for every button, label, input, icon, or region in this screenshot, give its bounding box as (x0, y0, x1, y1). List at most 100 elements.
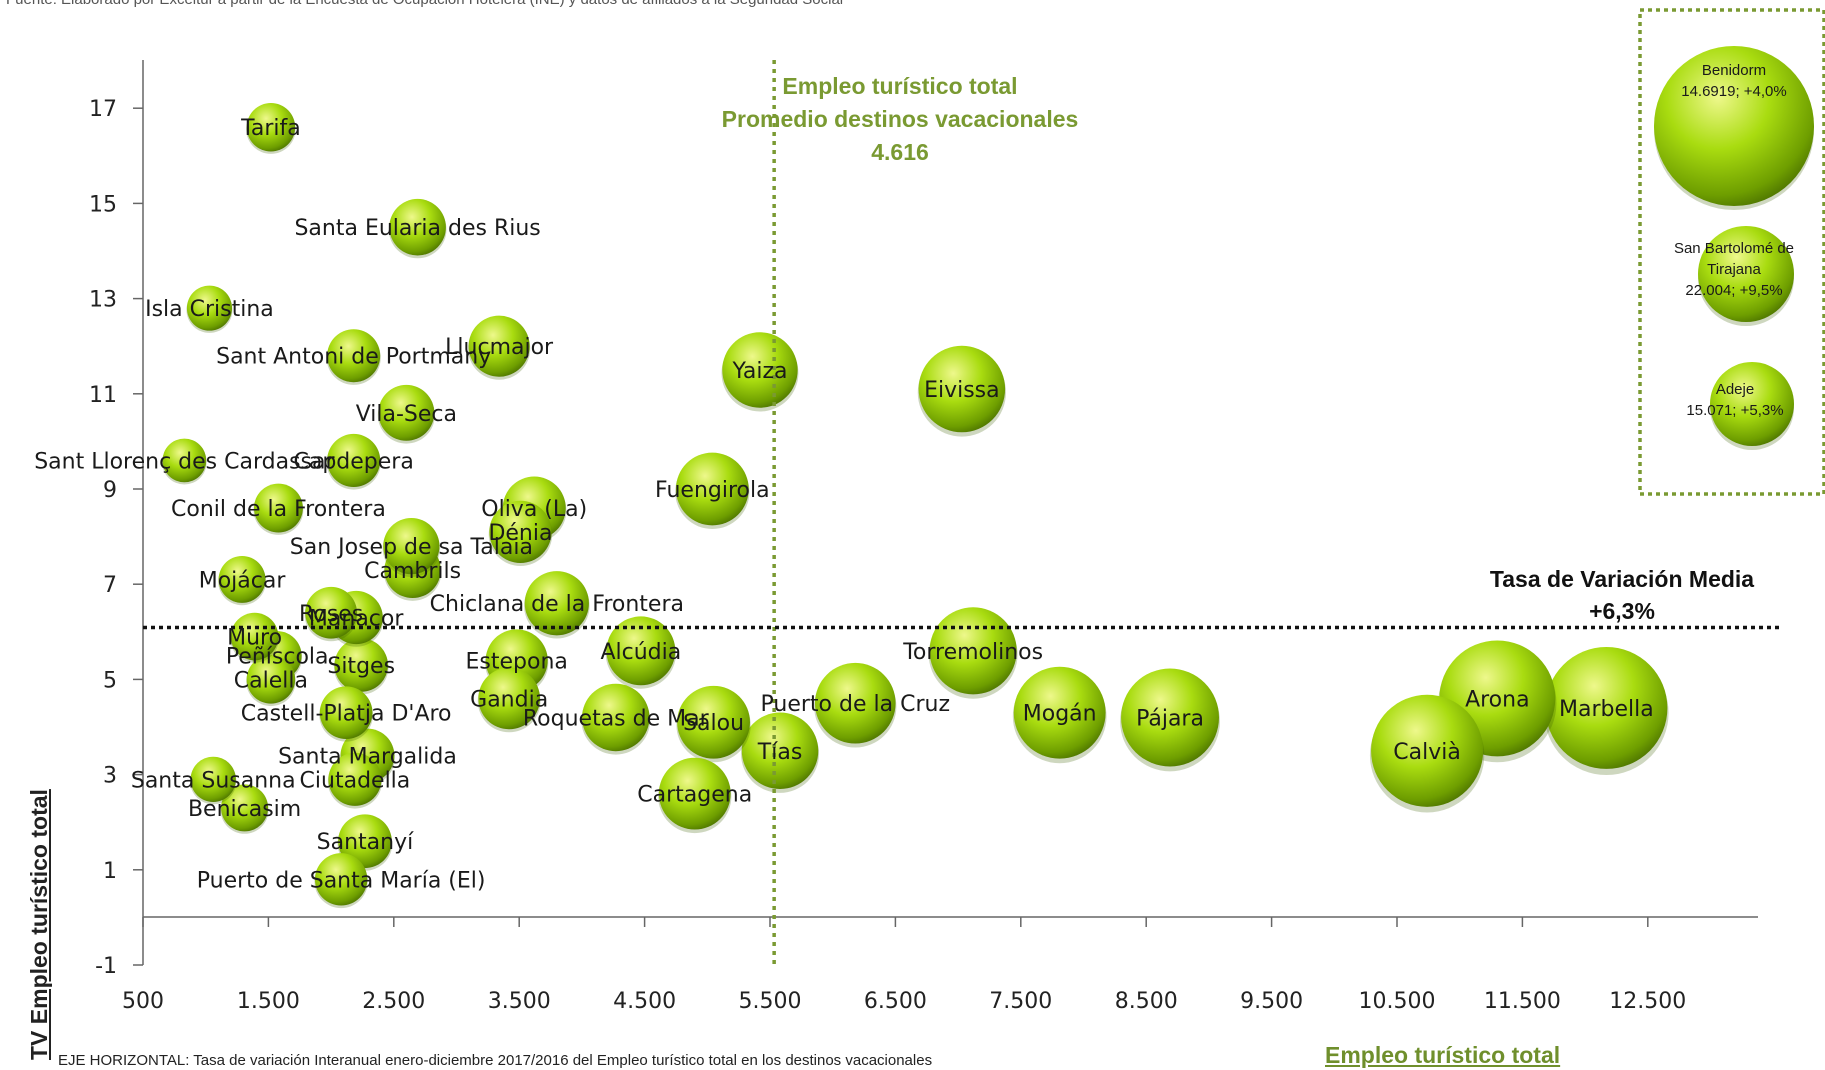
bubble-label: Puerto de la Cruz (761, 692, 950, 717)
bubble-capdepera (327, 433, 381, 487)
bubble-label: Pájara (1136, 706, 1204, 731)
bubble-label: Puerto de Santa María (El) (197, 868, 486, 893)
legend-bubble-3 (1710, 362, 1794, 446)
bubble-label: San Josep de sa Talaia (290, 535, 533, 560)
avg-rate-title: Tasa de Variación Media (1489, 566, 1755, 592)
y-tick-label: 15 (89, 192, 117, 217)
avg-employment-value: 4.616 (871, 139, 929, 165)
bubble-label: Mojácar (199, 568, 287, 593)
avg-employment-annotation: Empleo turístico total Promedio destinos… (690, 70, 1110, 169)
bubble-muro (230, 612, 279, 661)
bubble-label: Alcúdia (600, 640, 681, 665)
x-tick-label: 2.500 (362, 989, 425, 1014)
bubble-label: Ciutadella (300, 768, 411, 793)
bubble-label: Tías (757, 740, 803, 765)
bubble-label: Sant Antoni de Portmany (216, 345, 491, 370)
avg-employment-subtitle: Promedio destinos vacacionales (721, 106, 1079, 132)
bubble-conil-de-la-frontera (253, 483, 303, 533)
x-tick-label: 10.500 (1359, 989, 1436, 1014)
legend-bubble-2 (1698, 226, 1794, 322)
bubble-labels: Tarifa Santa Eularia des Rius Isla Cristin… (34, 116, 1654, 893)
bubble-sitges (334, 638, 388, 692)
avg-employment-title: Empleo turístico total (782, 73, 1018, 99)
bubble-alc-dia (606, 616, 676, 686)
legend-bubble-1 (1654, 46, 1814, 206)
y-tick-label: 17 (89, 97, 117, 122)
bubble-marbella (1545, 646, 1668, 769)
bubble-label: Mogán (1023, 702, 1097, 727)
bubble-label: Fuengirola (655, 478, 770, 503)
bubble-label: Tarifa (240, 116, 301, 141)
bubble-label: Llucmajor (445, 335, 554, 360)
y-tick-label: 1 (103, 859, 117, 884)
bubble-t-as (741, 712, 819, 790)
legend-label: Adeje (1715, 381, 1755, 398)
bubble-label: Cambrils (364, 559, 461, 584)
y-tick-label: 7 (103, 573, 117, 598)
x-tick-label: 6.500 (864, 989, 927, 1014)
bubble-sant-lloren-des-cardassar (162, 438, 207, 483)
source-note: Fuente: Elaborado por Exceltur a partir … (6, 0, 843, 8)
bubble-castell-platja-d-aro (319, 686, 373, 740)
bubble-label: Santa Susanna (131, 768, 296, 793)
chart-bubbles (162, 102, 1669, 909)
axis-footnote: EJE HORIZONTAL: Tasa de variación Intera… (58, 1052, 933, 1069)
legend-item-adeje: Adeje 15.071; +5,3% (1680, 379, 1790, 421)
bubble-label: Calella (234, 668, 308, 693)
bubble-label: Santanyí (317, 830, 414, 855)
x-tick-label: 5.500 (739, 989, 802, 1014)
bubble-label: Sant Llorenç des Cardassar (34, 449, 335, 474)
reference-lines (143, 60, 1780, 965)
legend-value: 14.6919; +4,0% (1681, 83, 1787, 100)
bubble-santa-eularia-des-rius (389, 198, 446, 256)
bubble-label: Roquetas de Mar (523, 706, 710, 731)
x-tick-label: 4.500 (613, 989, 676, 1014)
legend-item-benidorm: Benidorm 14.6919; +4,0% (1664, 60, 1804, 102)
bubble-label: Estepona (466, 649, 568, 674)
bubble-ciutadella (328, 752, 382, 806)
bubble-label: Castell-Platja D'Aro (241, 702, 452, 727)
legend-value: 22.004; +9,5% (1685, 282, 1783, 299)
bubble-label: Benicasim (188, 797, 301, 822)
legend-label: San Bartolomé de (1673, 240, 1795, 257)
bubble-calvi- (1371, 694, 1484, 807)
bubble-label: Eivissa (924, 378, 1000, 403)
bubble-d-nia (489, 500, 552, 563)
bubble-label: Manacor (309, 607, 404, 632)
avg-rate-annotation: Tasa de Variación Media +6,3% (1442, 563, 1802, 627)
y-tick-label: 5 (103, 668, 117, 693)
bubble-label: Calvià (1393, 740, 1461, 765)
legend-item-san-bartolome: San Bartolomé de Tirajana 22.004; +9,5% (1666, 238, 1802, 301)
bubble-label: Gandia (470, 687, 548, 712)
bubble-salou (677, 685, 750, 759)
bubble-label: Conil de la Frontera (171, 497, 386, 522)
x-tick-label: 11.500 (1484, 989, 1561, 1014)
bubble-roquetas-de-mar (582, 683, 650, 752)
bubble-gandia (478, 667, 540, 730)
bubble-puerto-de-santa-mar-a-el- (314, 853, 368, 906)
bubble-cartagena (658, 757, 731, 830)
bubble-label: Roses (299, 602, 363, 627)
bubble-label: Arona (1465, 687, 1530, 712)
bubble-roses (305, 586, 357, 639)
bubble-mog-n (1013, 666, 1106, 759)
bubble-santany- (338, 814, 392, 869)
bubble-chiclana-de-la-frontera (524, 571, 589, 636)
avg-rate-value: +6,3% (1589, 598, 1655, 624)
y-tick-label: -1 (95, 954, 117, 979)
bubble-label: Santa Eularia des Rius (294, 216, 540, 241)
bubble-p-jara (1121, 668, 1219, 767)
legend-value: 15.071; +5,3% (1686, 402, 1784, 419)
bubble-santa-susanna (190, 756, 236, 803)
legend-bubbles (1654, 46, 1814, 450)
bubble-label: Vila-Seca (356, 402, 457, 427)
bubble-llucmajor (468, 315, 530, 377)
bubble-label: Marbella (1559, 697, 1654, 722)
x-axis-title: Empleo turístico total (1325, 1042, 1561, 1068)
legend-label-2: Tirajana (1707, 261, 1761, 278)
bubble-calella (246, 655, 296, 704)
bubble-label: Dénia (488, 521, 552, 546)
x-tick-label: 9.500 (1240, 989, 1303, 1014)
